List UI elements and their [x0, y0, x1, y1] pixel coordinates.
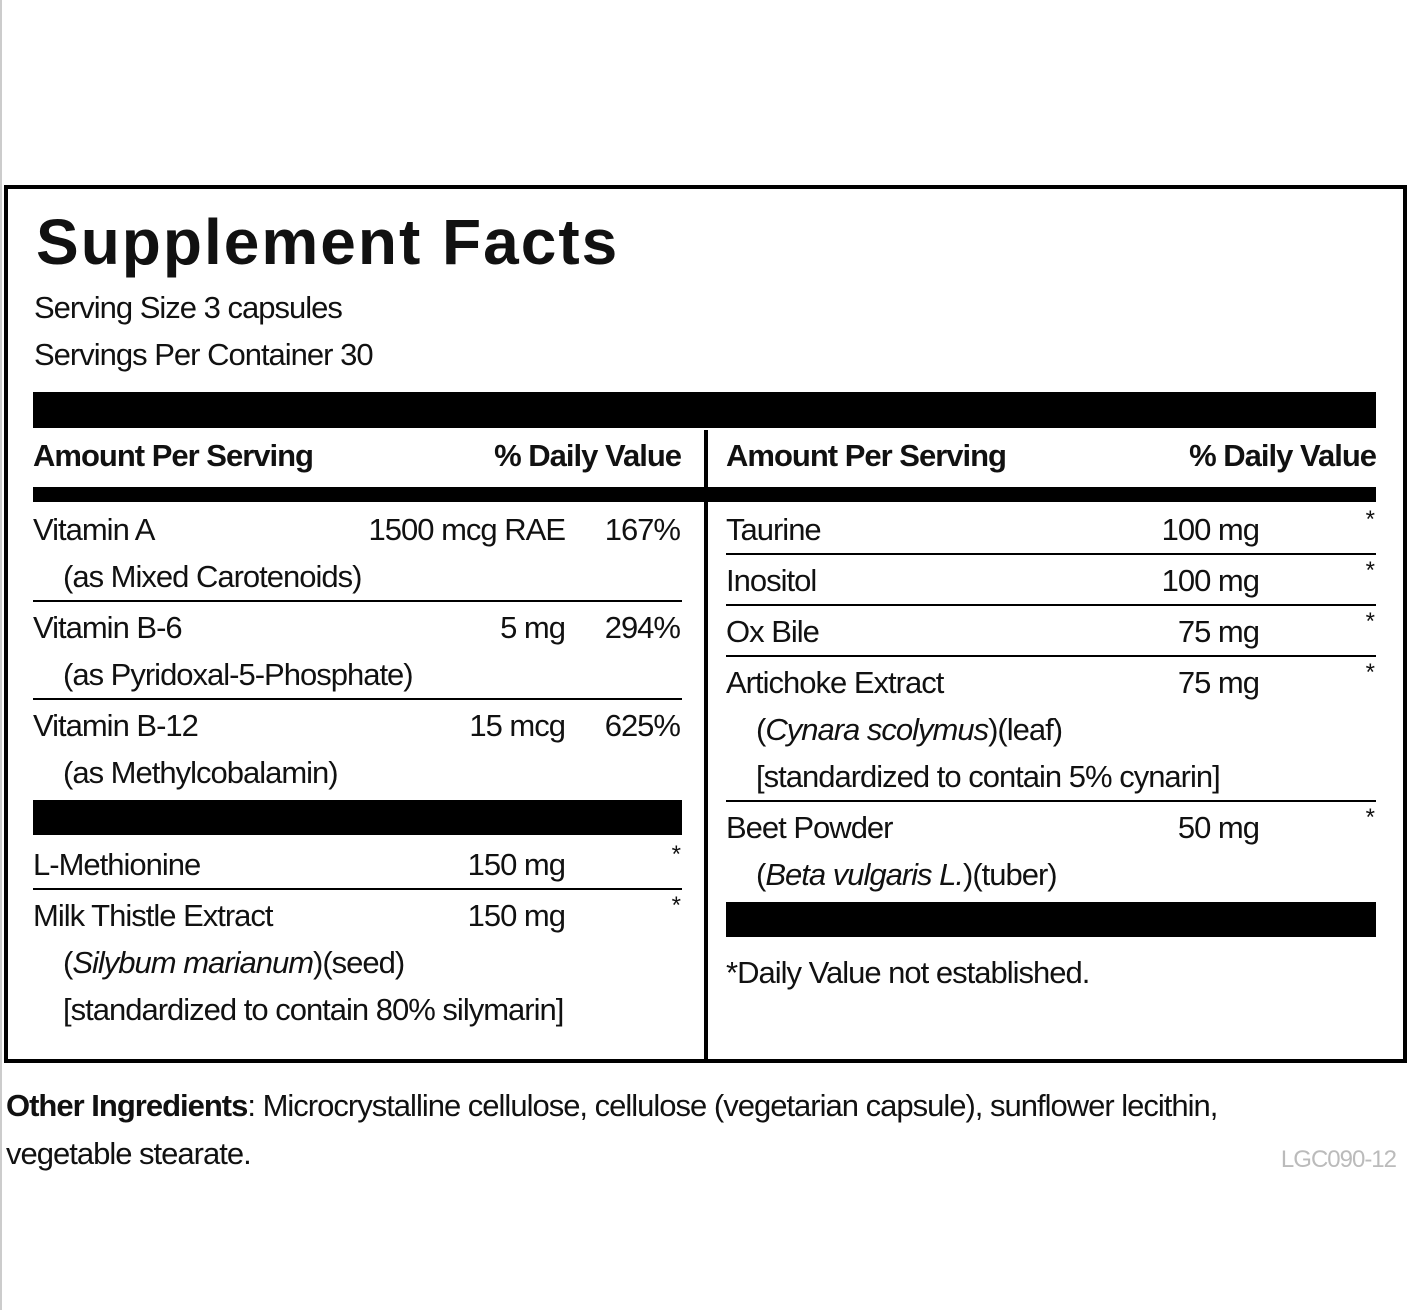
detail-text: [standardized to contain 5% cynarin] — [756, 759, 1221, 794]
row-line: Ox Bile 75 mg * — [726, 608, 1376, 655]
ingredient-row: Milk Thistle Extract 150 mg * (Silybum mari… — [33, 890, 682, 1033]
column-header: % Daily Value — [1189, 438, 1377, 473]
detail-text: ( — [756, 712, 766, 747]
header-bar — [33, 392, 1376, 428]
detail-text: )(seed) — [313, 945, 405, 980]
serving-size: Serving Size 3 capsules — [34, 290, 343, 325]
ingredient-name: Vitamin B-12 — [33, 708, 199, 743]
column-header: Amount Per Serving — [726, 438, 1007, 473]
ingredient-row: Vitamin B-12 15 mcg 625% (as Methylcobalami… — [33, 700, 682, 796]
daily-value: * — [671, 892, 681, 919]
daily-value: * — [1365, 659, 1375, 686]
detail-text: )(leaf) — [988, 712, 1063, 747]
row-line: L-Methionine 150 mg * — [33, 841, 682, 888]
amount: 50 mg — [1177, 810, 1260, 845]
ingredient-name: Vitamin B-6 — [33, 610, 183, 645]
detail-text: [standardized to contain 80% silymarin] — [63, 992, 564, 1027]
other-ingredients: Other Ingredients: Microcrystalline cell… — [6, 1082, 1306, 1178]
detail-line: [standardized to contain 5% cynarin] — [726, 753, 1376, 800]
amount: 15 mcg — [469, 708, 566, 743]
detail-line: (as Mixed Carotenoids) — [33, 553, 682, 600]
row-line: Inositol 100 mg * — [726, 557, 1376, 604]
ingredient-row: Beet Powder 50 mg * (Beta vulgaris L.)(tube… — [726, 802, 1376, 898]
detail-line: (Cynara scolymus)(leaf) — [726, 706, 1376, 753]
ingredient-row: Taurine 100 mg * — [726, 504, 1376, 555]
ingredient-name: Taurine — [726, 512, 822, 547]
row-line: Beet Powder 50 mg * — [726, 804, 1376, 851]
row-line: Vitamin B-6 5 mg 294% — [33, 604, 682, 651]
detail-text: (as Pyridoxal-5-Phosphate) — [63, 657, 414, 692]
detail-text: Beta vulgaris L. — [765, 857, 964, 892]
column-header: Amount Per Serving — [33, 438, 314, 473]
ingredient-name: Ox Bile — [726, 614, 820, 649]
detail-line: (Beta vulgaris L.)(tuber) — [726, 851, 1376, 898]
row-line: Taurine 100 mg * — [726, 506, 1376, 553]
ingredient-name: Milk Thistle Extract — [33, 898, 274, 933]
text: : Microcrystalline cellulose, cellulose … — [6, 1088, 1218, 1171]
row-line: Vitamin A 1500 mcg RAE 167% — [33, 506, 682, 553]
ingredient-row: Vitamin A 1500 mcg RAE 167% (as Mixed Carot… — [33, 504, 682, 602]
code: LGC090-12 — [1280, 1146, 1397, 1173]
footnote: *Daily Value not established. — [726, 955, 1090, 990]
detail-line: (as Methylcobalamin) — [33, 749, 682, 796]
detail-text: (as Methylcobalamin) — [63, 755, 339, 790]
left-column: Vitamin A 1500 mcg RAE 167% (as Mixed Carot… — [33, 504, 682, 1033]
section-bar — [33, 800, 682, 835]
detail-text: ( — [756, 857, 766, 892]
amount: 100 mg — [1161, 512, 1260, 547]
column-header: % Daily Value — [494, 438, 682, 473]
amount: 1500 mcg RAE — [368, 512, 566, 547]
amount: 100 mg — [1161, 563, 1260, 598]
amount: 150 mg — [467, 898, 566, 933]
ingredient-row: Vitamin B-6 5 mg 294% (as Pyridoxal-5-Phosp… — [33, 602, 682, 700]
row-line: Vitamin B-12 15 mcg 625% — [33, 702, 682, 749]
detail-text: Cynara scolymus — [765, 712, 989, 747]
ingredient-name: Vitamin A — [33, 512, 155, 547]
amount: 150 mg — [467, 847, 566, 882]
detail-text: (as Mixed Carotenoids) — [63, 559, 362, 594]
daily-value: * — [671, 841, 681, 868]
ingredient-row: Ox Bile 75 mg * — [726, 606, 1376, 657]
detail-text: ( — [63, 945, 73, 980]
daily-value: 167% — [604, 512, 681, 547]
title: Supplement Facts — [36, 206, 620, 278]
detail-line: (as Pyridoxal-5-Phosphate) — [33, 651, 682, 698]
detail-text: Silybum marianum — [72, 945, 314, 980]
ingredient-row: L-Methionine 150 mg * — [33, 839, 682, 890]
ingredient-name: L-Methionine — [33, 847, 201, 882]
detail-line: [standardized to contain 80% silymarin] — [33, 986, 682, 1033]
label: Other Ingredients — [6, 1088, 248, 1123]
amount: 75 mg — [1177, 665, 1260, 700]
daily-value: 294% — [604, 610, 681, 645]
daily-value: * — [1365, 557, 1375, 584]
servings-per-container: Servings Per Container 30 — [34, 337, 374, 372]
amount: 75 mg — [1177, 614, 1260, 649]
ingredient-name: Artichoke Extract — [726, 665, 944, 700]
row-line: Artichoke Extract 75 mg * — [726, 659, 1376, 706]
daily-value: * — [1365, 804, 1375, 831]
amount: 5 mg — [500, 610, 566, 645]
edge — [0, 0, 2, 1310]
ingredient-name: Inositol — [726, 563, 817, 598]
right-column: Taurine 100 mg * Inositol 100 mg * Ox Bile 75 m… — [726, 504, 1376, 991]
detail-text: )(tuber) — [963, 857, 1058, 892]
daily-value: * — [1365, 608, 1375, 635]
daily-value: * — [1365, 506, 1375, 533]
detail-line: (Silybum marianum)(seed) — [33, 939, 682, 986]
section-bar — [726, 902, 1376, 937]
daily-value: 625% — [604, 708, 681, 743]
column-divider — [704, 430, 708, 1063]
ingredient-row: Inositol 100 mg * — [726, 555, 1376, 606]
ingredient-name: Beet Powder — [726, 810, 893, 845]
row-line: Milk Thistle Extract 150 mg * — [33, 892, 682, 939]
ingredient-row: Artichoke Extract 75 mg * (Cynara scolymus)… — [726, 657, 1376, 802]
